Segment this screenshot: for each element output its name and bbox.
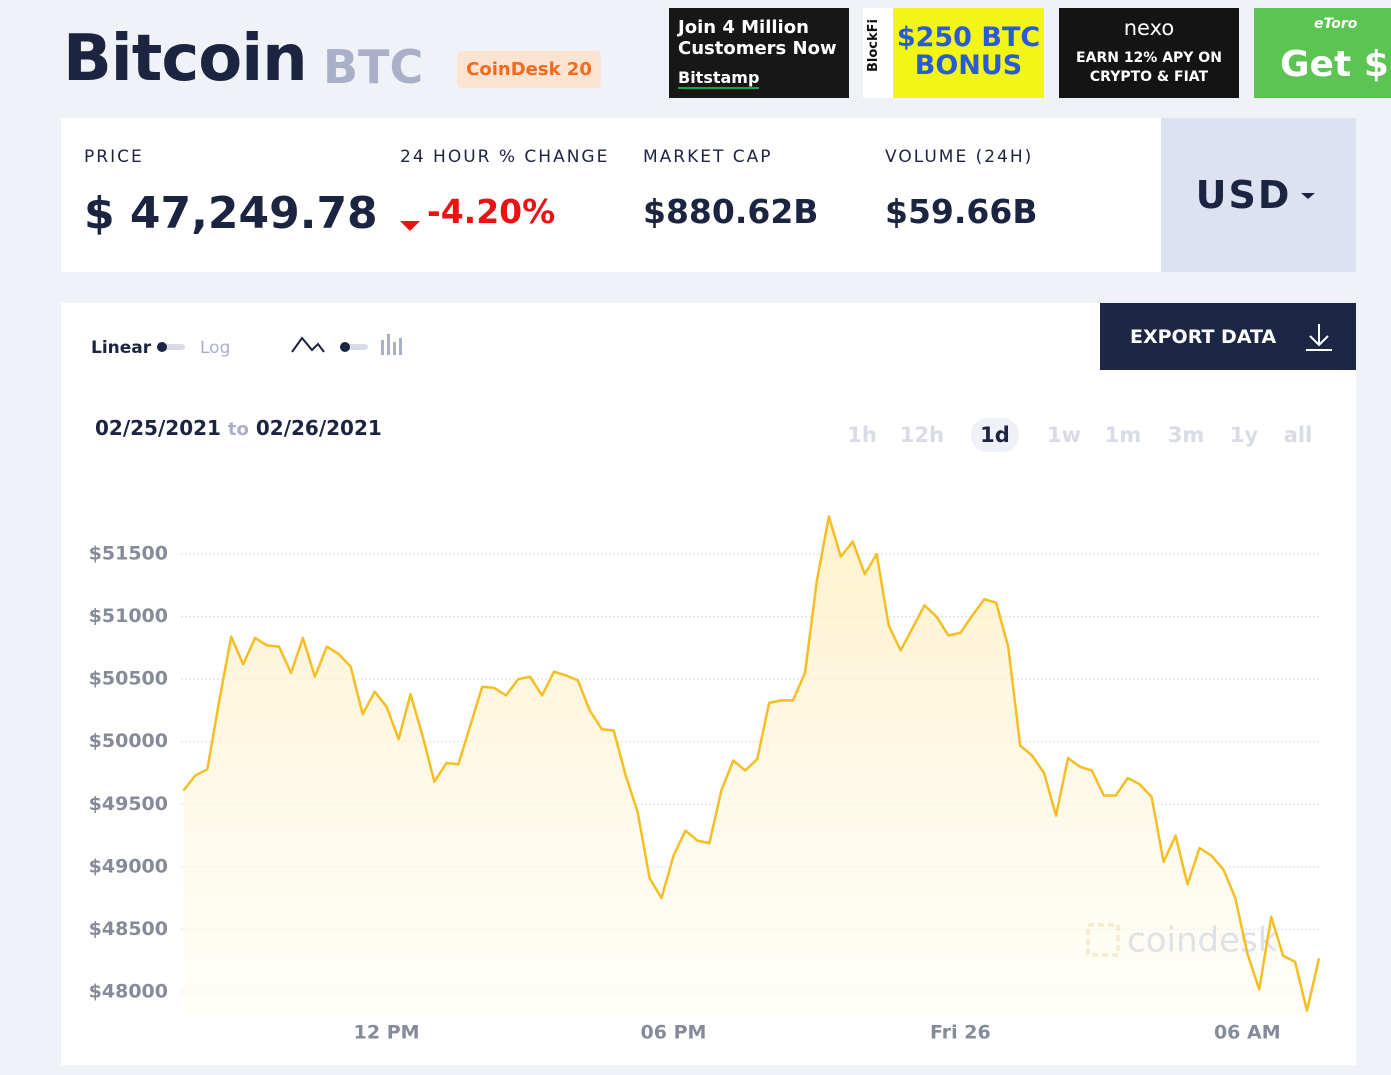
linear-toggle-label[interactable]: Linear <box>91 338 152 358</box>
scale-toggle[interactable] <box>155 340 187 354</box>
y-tick-label: $50000 <box>89 730 168 752</box>
ad-text: Customers Now <box>678 38 837 59</box>
stat-label: 24 HOUR % CHANGE <box>400 147 610 167</box>
ad-nexo[interactable]: nexo EARN 12% APY ON CRYPTO & FIAT <box>1059 8 1239 98</box>
stat-label: MARKET CAP <box>643 147 773 167</box>
range-button[interactable]: 1d <box>971 418 1019 452</box>
index-badge[interactable]: CoinDesk 20 <box>457 51 601 88</box>
ad-text: nexo <box>1123 16 1175 40</box>
x-tick-label: 12 PM <box>354 1022 420 1044</box>
date-range: 02/25/2021 to 02/26/2021 <box>95 416 382 440</box>
range-button[interactable]: 1m <box>1104 423 1142 447</box>
ad-bg <box>893 8 1044 98</box>
range-button[interactable]: 1y <box>1229 423 1259 447</box>
watermark: coindesk <box>1086 921 1278 961</box>
export-button[interactable]: EXPORT DATA <box>1100 303 1356 370</box>
price-line <box>182 515 1321 1012</box>
export-label: EXPORT DATA <box>1130 325 1277 348</box>
ad-text: Join 4 Million <box>678 17 809 38</box>
stat-value: $59.66B <box>885 192 1038 231</box>
stat-label: VOLUME (24H) <box>885 147 1034 167</box>
ad-etoro[interactable]: eToro Get $50 <box>1254 8 1391 98</box>
date-to: 02/26/2021 <box>255 416 382 440</box>
range-button[interactable]: all <box>1283 423 1313 447</box>
down-arrow <box>400 221 420 231</box>
date-sep: to <box>227 419 249 440</box>
ad-text: Bitstamp <box>678 68 760 89</box>
chart: coindesk $48000 $48500 $49000 $49500 $50000 $… <box>89 515 1321 1044</box>
range-button[interactable]: 12h <box>899 423 945 447</box>
ad-text: eToro <box>1314 16 1358 32</box>
log-toggle-label[interactable]: Log <box>200 338 231 358</box>
stat-value: -4.20% <box>427 192 556 231</box>
y-tick-label: $48500 <box>89 918 168 940</box>
ad-bitstamp[interactable]: Join 4 Million Customers Now Bitstamp <box>669 8 849 98</box>
x-tick-label: 06 AM <box>1214 1022 1281 1044</box>
currency-select[interactable]: USD <box>1161 118 1356 272</box>
y-tick-label: $50500 <box>89 668 168 690</box>
caret <box>1301 193 1316 199</box>
coin-title: Bitcoin <box>63 22 308 96</box>
range-button[interactable]: 1w <box>1046 423 1081 447</box>
y-tick-label: $51000 <box>89 605 168 627</box>
range-button[interactable]: 1h <box>847 423 877 447</box>
area <box>183 516 1319 1017</box>
watermark-text: coindesk <box>1127 921 1278 961</box>
y-tick-label: $48000 <box>89 980 168 1002</box>
coin-symbol: BTC <box>323 40 424 94</box>
ad-blockfi[interactable]: BlockFi $250 BTC BONUS <box>863 8 1044 98</box>
y-tick-label: $51500 <box>89 543 168 565</box>
y-tick-label: $49500 <box>89 793 168 815</box>
ad-text: $250 BTC <box>896 22 1041 53</box>
x-tick-label: Fri 26 <box>930 1022 991 1044</box>
stat-value: $880.62B <box>643 192 819 231</box>
ad-text: BONUS <box>914 50 1023 81</box>
ad-text: CRYPTO & FIAT <box>1089 69 1209 85</box>
y-tick-label: $49000 <box>89 855 168 877</box>
download-icon <box>1306 323 1333 351</box>
stat-value: $ 47,249.78 <box>84 188 378 239</box>
range-button[interactable]: 3m <box>1167 423 1205 447</box>
ad-text: BlockFi <box>865 19 881 72</box>
currency-label: USD <box>1195 173 1292 217</box>
chart-type-toggle[interactable] <box>290 332 410 362</box>
stats-panel <box>61 118 1161 272</box>
date-from: 02/25/2021 <box>95 416 221 440</box>
ad-text: EARN 12% APY ON <box>1076 50 1222 66</box>
x-tick-label: 06 PM <box>641 1022 707 1044</box>
stat-label: PRICE <box>84 147 144 167</box>
ad-text: Get $50 <box>1280 44 1391 85</box>
